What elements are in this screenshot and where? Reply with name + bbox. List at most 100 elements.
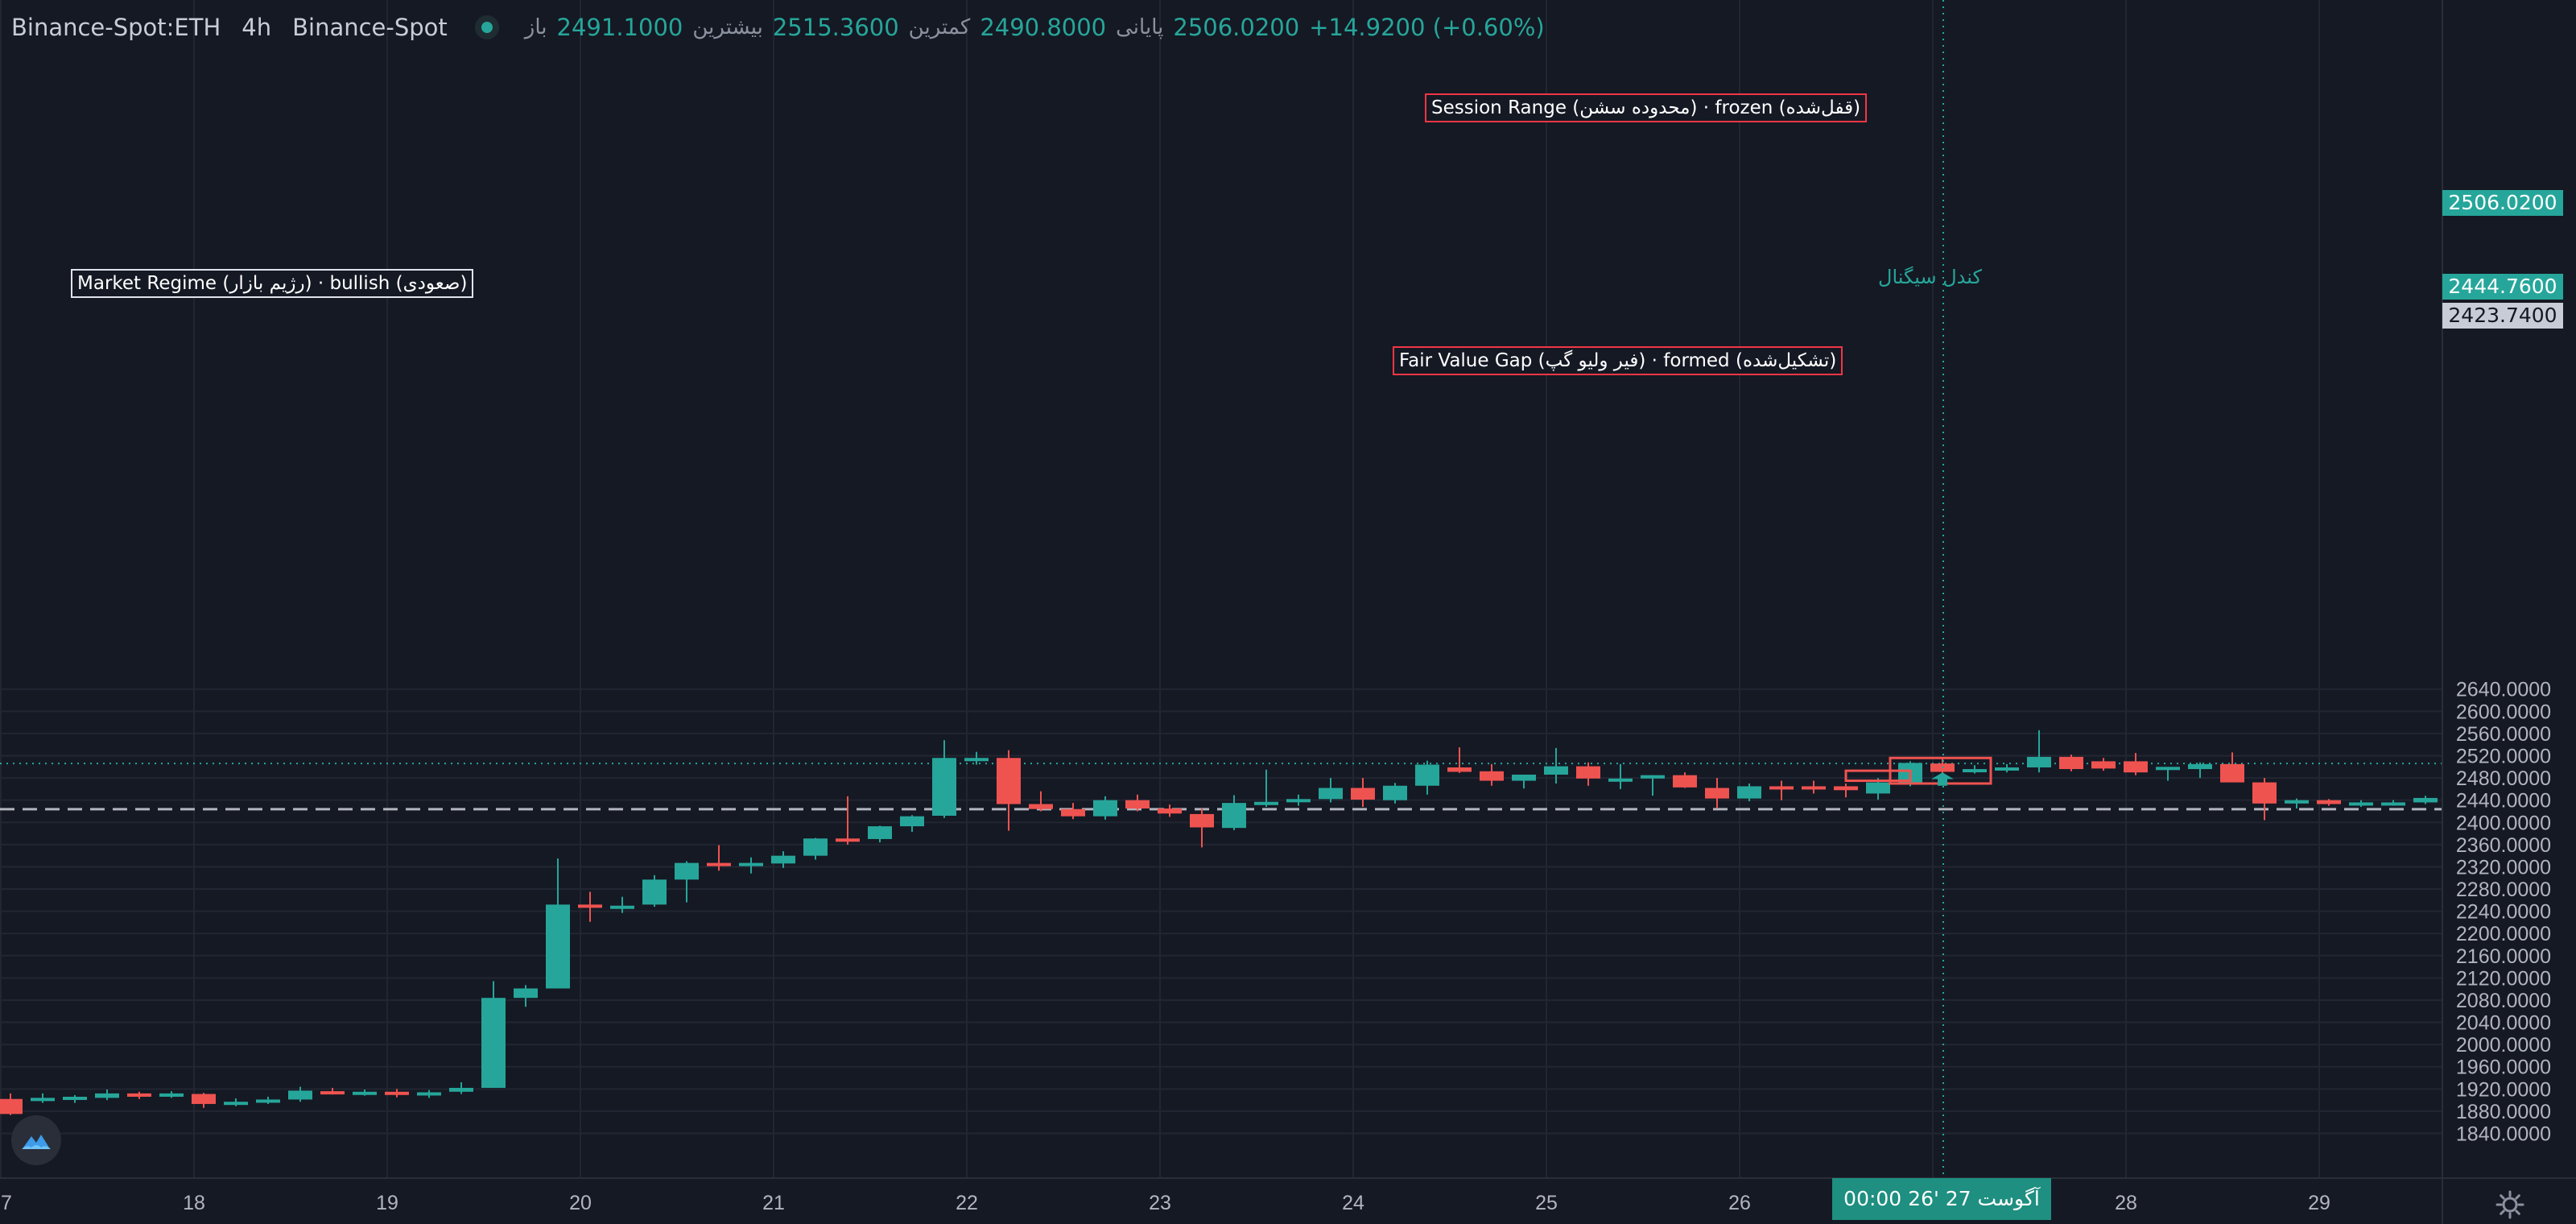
candle-bullish — [1286, 794, 1311, 806]
candle-body — [288, 1090, 312, 1100]
candle-bullish — [2188, 762, 2212, 779]
candle-body — [481, 998, 506, 1088]
signal-arrow-icon — [1931, 772, 1954, 786]
candle-bullish — [417, 1090, 441, 1098]
candle-body — [739, 862, 763, 866]
candle-body — [449, 1087, 473, 1092]
candle-bullish — [2285, 798, 2309, 809]
candle-body — [2317, 800, 2341, 804]
candle-body — [127, 1093, 151, 1097]
candle-bullish — [2349, 800, 2373, 807]
candle-body — [675, 862, 699, 880]
y-tick-label: 2360.0000 — [2456, 834, 2551, 857]
candle-bullish — [932, 740, 956, 818]
candle-body — [95, 1093, 119, 1098]
candle-body — [2124, 761, 2148, 773]
candle-bearish — [1061, 803, 1085, 820]
candle-body — [1222, 803, 1246, 829]
candle-body — [1125, 800, 1150, 809]
y-tick-label: 1840.0000 — [2456, 1123, 2551, 1146]
market-regime-label[interactable]: Market Regime (رژیم بازار) · bullish (صع… — [71, 269, 474, 298]
grid-lines — [0, 0, 2442, 1178]
candle-body — [964, 758, 989, 762]
candle-bullish — [2381, 800, 2405, 806]
y-tick-label: 2040.0000 — [2456, 1012, 2551, 1035]
candle-bullish — [739, 857, 763, 874]
level-lines — [0, 763, 2442, 811]
candle-bearish — [1125, 794, 1150, 812]
candle-body — [1705, 788, 1729, 799]
x-tick-label: 17 — [0, 1192, 12, 1214]
candle-body — [868, 826, 892, 839]
candle-bullish — [95, 1090, 119, 1101]
signal-candle-label: کندل سیگنال — [1878, 266, 1982, 288]
candle-body — [256, 1099, 280, 1103]
candle-bearish — [2059, 755, 2083, 771]
candle-bearish — [997, 750, 1021, 831]
candle-body — [1383, 785, 1407, 800]
fair-value-gap-label[interactable]: Fair Value Gap (فیر ولیو گپ) · formed (ت… — [1393, 346, 1843, 375]
candle-bullish — [1254, 769, 1278, 807]
candle-bearish — [1769, 780, 1794, 800]
candle-bullish — [288, 1086, 312, 1102]
candle-bullish — [1608, 763, 1633, 789]
candles[interactable] — [0, 730, 2438, 1115]
candle-body — [1319, 788, 1343, 800]
candle-bearish — [2091, 758, 2116, 771]
candle-bearish — [0, 1093, 23, 1115]
candle-bearish — [1447, 747, 1472, 773]
candle-body — [1351, 788, 1375, 800]
y-tick-label: 2120.0000 — [2456, 967, 2551, 990]
candle-body — [1254, 801, 1278, 805]
candle-bullish — [481, 981, 506, 1088]
x-tick-label: 29 — [2308, 1192, 2330, 1214]
candle-bearish — [2317, 799, 2341, 806]
candle-bullish — [353, 1090, 377, 1096]
session-range-label[interactable]: Session Range (محدوده سشن) · frozen (قفل… — [1425, 93, 1868, 122]
candle-bullish — [1383, 783, 1407, 804]
candle-bearish — [1029, 791, 1053, 812]
y-tick-label: 2080.0000 — [2456, 990, 2551, 1012]
candle-body — [1963, 769, 1987, 773]
candle-bearish — [1834, 783, 1858, 798]
candle-body — [932, 758, 956, 816]
candle-body — [353, 1091, 377, 1095]
timeframe[interactable]: 4h — [242, 14, 272, 41]
y-tick-label: 2160.0000 — [2456, 945, 2551, 968]
candle-body — [2349, 802, 2373, 806]
y-tick-label: 2520.0000 — [2456, 746, 2551, 768]
x-tick-label: 28 — [2115, 1192, 2137, 1214]
open-value: 2491.1000 — [556, 14, 683, 41]
candle-bearish — [707, 845, 731, 871]
candle-body — [2285, 800, 2309, 804]
y-tick-label: 2640.0000 — [2456, 679, 2551, 701]
y-tick-label: 2280.0000 — [2456, 879, 2551, 901]
y-tick-label: 2480.0000 — [2456, 767, 2551, 790]
candle-body — [1544, 766, 1568, 775]
candle-body — [707, 862, 731, 866]
level-a-price-tag: 2444.7600 — [2442, 274, 2563, 300]
y-tick-label: 1920.0000 — [2456, 1078, 2551, 1101]
y-tick-label: 2560.0000 — [2456, 723, 2551, 746]
x-tick-label: 24 — [1342, 1192, 1364, 1214]
candle-bearish — [2252, 778, 2277, 821]
x-tick-label: 20 — [569, 1192, 592, 1214]
candle-body — [1029, 804, 1053, 809]
gear-icon[interactable] — [2494, 1189, 2526, 1221]
candle-body — [320, 1091, 345, 1095]
candle-body — [417, 1092, 441, 1096]
last-price-tag: 2506.0200 — [2442, 190, 2563, 216]
x-tick-label: 22 — [956, 1192, 978, 1214]
candle-body — [385, 1091, 409, 1095]
candle-body — [1576, 766, 1600, 779]
candle-body — [1802, 786, 1826, 790]
candle-bullish — [675, 861, 699, 903]
candle-bearish — [320, 1087, 345, 1095]
symbol-name[interactable]: Binance-Spot:ETH — [11, 14, 221, 41]
candle-bullish — [514, 985, 538, 1007]
candle-body — [771, 855, 795, 864]
y-tick-label: 2400.0000 — [2456, 812, 2551, 834]
candle-body — [1093, 800, 1117, 817]
cloud-logo-icon[interactable] — [11, 1115, 61, 1165]
